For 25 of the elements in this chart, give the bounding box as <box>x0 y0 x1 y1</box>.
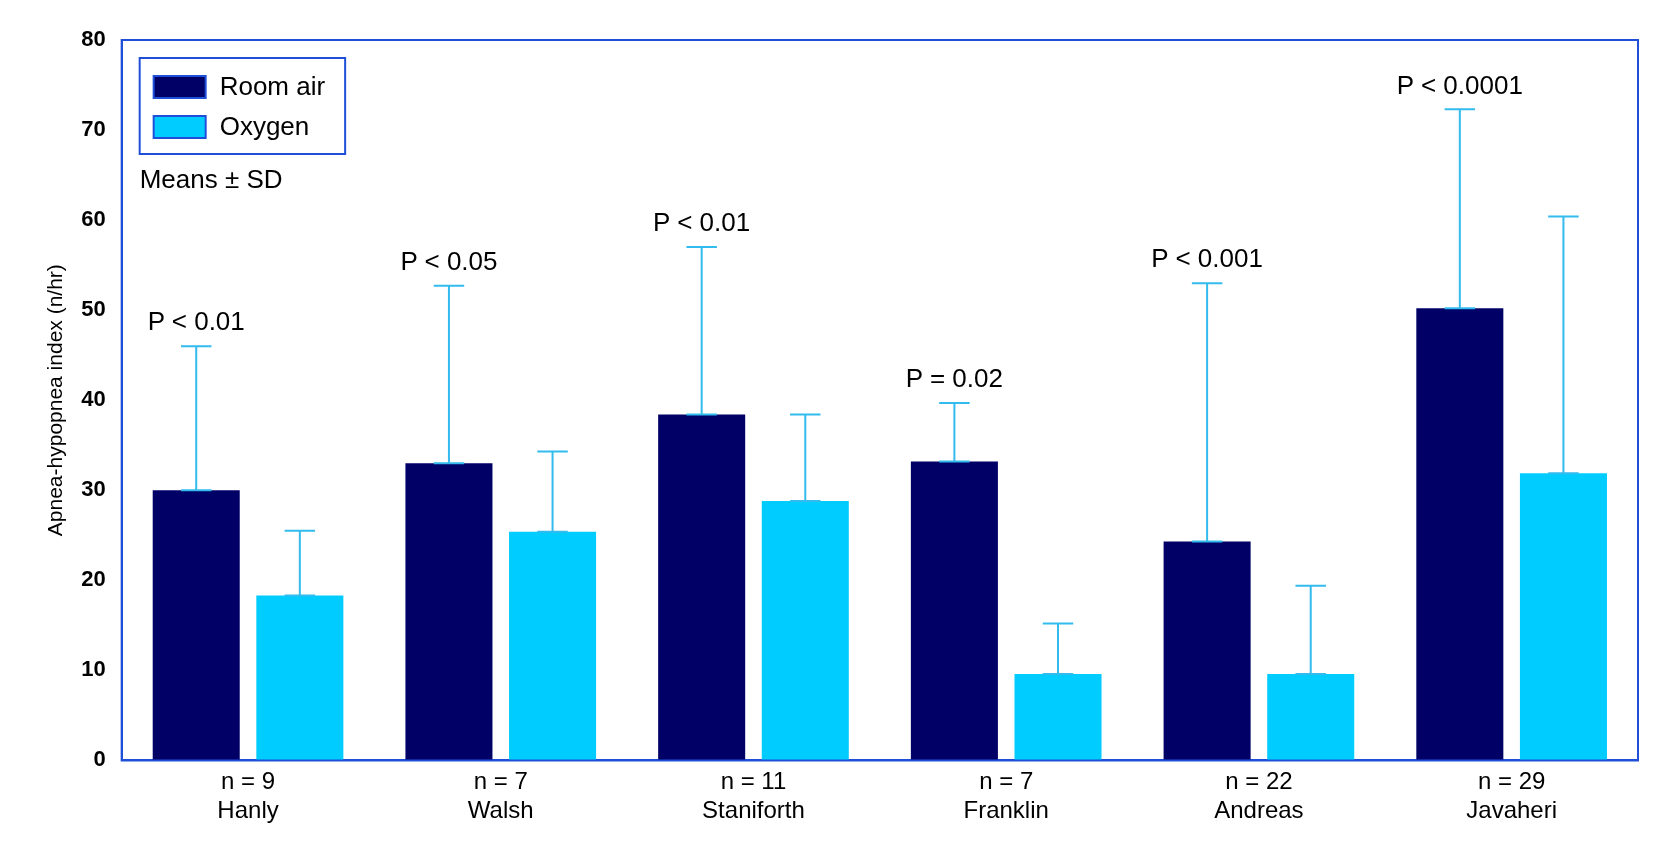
y-tick-label: 70 <box>81 116 106 142</box>
annotation: P = 0.02 <box>905 363 1003 394</box>
annotation: P < 0.0001 <box>1396 69 1523 100</box>
annotation: P < 0.001 <box>1151 243 1263 274</box>
y-tick-label: 40 <box>81 386 106 412</box>
y-tick-label: 60 <box>81 206 106 232</box>
annotation: P < 0.05 <box>400 246 498 277</box>
x-tick-label: n = 11 Staniforth <box>702 767 805 824</box>
y-tick-label: 10 <box>81 656 106 682</box>
y-tick-label: 20 <box>81 566 106 592</box>
x-tick-label: n = 7 Franklin <box>963 767 1049 824</box>
y-tick-label: 50 <box>81 296 106 322</box>
x-tick-label: n = 29 Javaheri <box>1466 767 1557 824</box>
annotation: Means ± SD <box>139 164 283 195</box>
legend-label: Oxygen <box>219 111 310 142</box>
x-tick-label: n = 7 Walsh <box>467 767 534 824</box>
y-tick-label: 0 <box>93 746 106 772</box>
annotation: P < 0.01 <box>147 306 245 337</box>
y-tick-label: 30 <box>81 476 106 502</box>
x-tick-label: n = 9 Hanly <box>217 767 279 824</box>
y-tick-label: 80 <box>81 26 106 52</box>
legend-label: Room air <box>219 71 326 102</box>
x-tick-label: n = 22 Andreas <box>1214 767 1304 824</box>
y-axis-title: Apnea-hypopnea index (n/hr) <box>43 264 67 537</box>
annotation: P < 0.01 <box>653 207 751 238</box>
